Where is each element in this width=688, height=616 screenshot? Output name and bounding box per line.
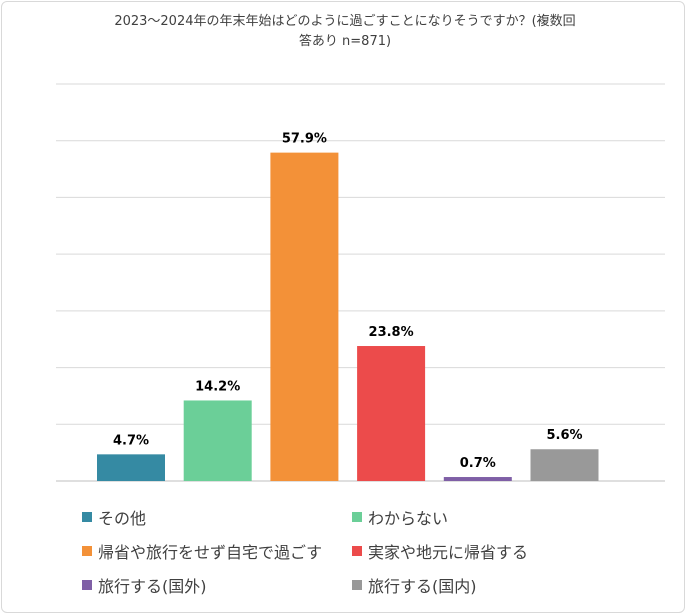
legend-swatch: [352, 546, 362, 556]
bar-4: [357, 346, 426, 481]
bar-5: [443, 477, 512, 481]
data-label-4: 23.8%: [369, 325, 414, 340]
chart-title: 2023～2024年の年末年始はどのように過ごすことになりそうですか？(複数回 …: [60, 12, 630, 52]
legend-item-6: 旅行する(国内): [352, 573, 477, 597]
legend-label: わからない: [368, 509, 449, 528]
bar-3: [270, 152, 339, 482]
legend-item-3: 帰省や旅行をせず自宅で過ごす: [82, 539, 322, 563]
bar-6: [530, 449, 599, 481]
data-label-5: 0.7%: [460, 456, 496, 471]
legend-item-1: その他: [82, 505, 146, 529]
bar-2: [183, 400, 252, 481]
legend-item-2: わからない: [352, 505, 448, 529]
legend-label: 旅行する(国内): [368, 577, 477, 596]
legend-swatch: [352, 512, 362, 522]
legend-label: 帰省や旅行をせず自宅で過ごす: [98, 543, 323, 562]
legend-swatch: [82, 580, 92, 590]
legend-item-4: 実家や地元に帰省する: [352, 539, 528, 563]
legend-swatch: [82, 546, 92, 556]
legend-label: 実家や地元に帰省する: [368, 543, 529, 562]
data-label-6: 5.6%: [546, 428, 582, 443]
data-label-2: 14.2%: [195, 379, 240, 394]
bar-1: [97, 454, 165, 481]
bars: [97, 152, 599, 482]
data-label-1: 4.7%: [113, 433, 149, 448]
legend-swatch: [352, 580, 362, 590]
legend-swatch: [82, 512, 92, 522]
data-labels: 4.7% 14.2% 57.9% 23.8% 0.7% 5.6%: [113, 132, 583, 471]
chart-title-line-2: 答あり n=871): [298, 34, 392, 49]
data-label-3: 57.9%: [282, 132, 327, 147]
legend-label: その他: [98, 509, 147, 528]
legend-item-5: 旅行する(国外): [82, 573, 207, 597]
chart-title-line-1: 2023～2024年の年末年始はどのように過ごすことになりそうですか？(複数回: [114, 14, 576, 29]
legend-label: 旅行する(国外): [98, 577, 207, 596]
